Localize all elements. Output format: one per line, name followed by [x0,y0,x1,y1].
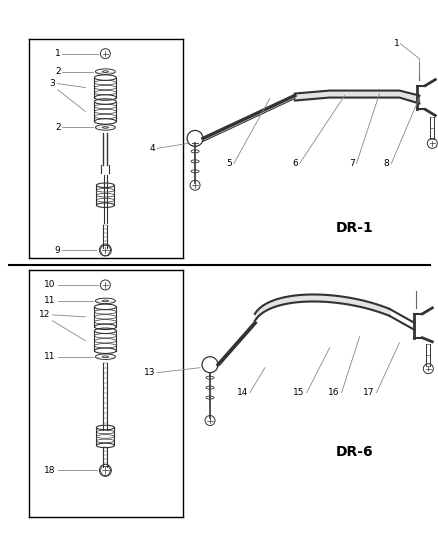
Text: 15: 15 [293,388,304,397]
Text: DR-6: DR-6 [335,446,373,459]
Text: 17: 17 [362,388,374,397]
Text: 7: 7 [348,159,354,168]
Text: 13: 13 [143,368,155,377]
Text: 2: 2 [55,67,60,76]
Text: 12: 12 [39,310,50,319]
Text: 11: 11 [44,352,55,361]
Text: 18: 18 [44,466,55,475]
Text: 3: 3 [49,79,55,88]
Text: 9: 9 [55,246,60,255]
Text: 8: 8 [383,159,389,168]
Text: 4: 4 [149,144,155,153]
Text: 1: 1 [393,39,399,48]
Text: 1: 1 [55,49,60,58]
Text: 14: 14 [236,388,247,397]
Text: 6: 6 [291,159,297,168]
Text: 10: 10 [44,280,55,289]
Text: 11: 11 [44,296,55,305]
Text: 5: 5 [226,159,231,168]
Text: 2: 2 [55,123,60,132]
Text: 16: 16 [327,388,339,397]
Text: DR-1: DR-1 [335,221,373,235]
